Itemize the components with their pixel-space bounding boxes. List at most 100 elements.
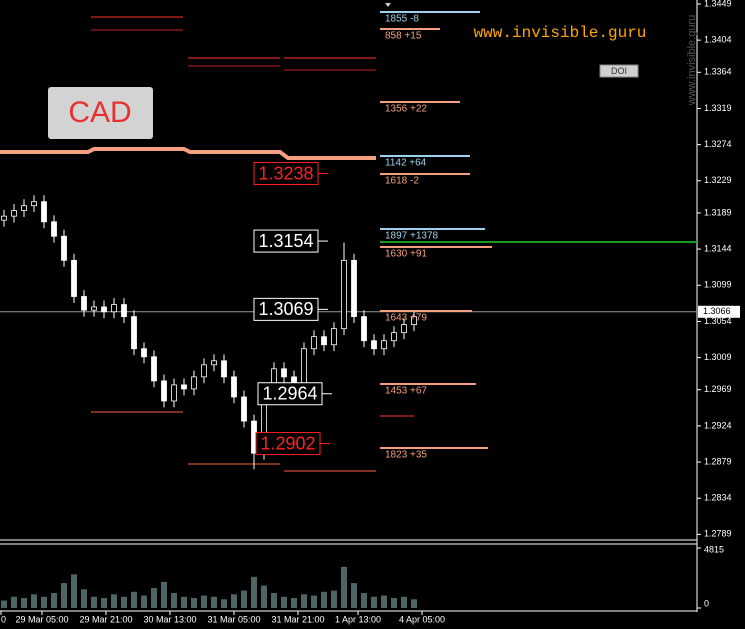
volume-bar [351, 583, 357, 608]
volume-bar [21, 598, 27, 608]
volume-bar [401, 596, 407, 608]
doi-button-label[interactable]: DOI [611, 66, 627, 76]
symbol-box [48, 87, 153, 139]
order-label: 858 +15 [385, 31, 422, 42]
candle-body [1, 215, 7, 221]
order-label: 1630 +91 [385, 249, 427, 260]
order-label: 1897 +1378 [385, 231, 439, 242]
order-label: 1643 +79 [385, 313, 427, 324]
y-tick-label: 1.3144 [704, 243, 732, 253]
volume-bar [261, 585, 267, 608]
volume-bar [11, 596, 17, 608]
x-tick-label: 4 Apr 05:00 [399, 614, 445, 624]
candle-body [151, 356, 157, 382]
candle-body [191, 376, 197, 390]
candle-body [81, 296, 87, 311]
volume-bar [1, 600, 7, 608]
watermark-vertical: www.invisible.guru [686, 15, 698, 106]
volume-bar [41, 596, 47, 608]
volume-bar [31, 594, 37, 608]
volume-bar [271, 593, 277, 608]
volume-bar [291, 598, 297, 608]
order-label: 1823 +35 [385, 450, 427, 461]
candle-body [381, 340, 387, 350]
y-tick-label: 1.3229 [704, 175, 732, 185]
volume-bar [371, 596, 377, 608]
trend-band [0, 147, 376, 160]
volume-bar [301, 594, 307, 608]
candle-body [241, 396, 247, 422]
candle-body [341, 259, 347, 330]
candle-body [401, 324, 407, 334]
volume-bar [361, 593, 367, 608]
x-tick-label: 0 [1, 614, 6, 624]
candle-body [281, 368, 287, 378]
candle-body [221, 360, 227, 378]
y-tick-label: 1.3364 [704, 67, 732, 77]
x-tick-label: 29 Mar 05:00 [15, 614, 68, 624]
candle-body [61, 235, 67, 261]
volume-bar [311, 595, 317, 608]
order-label: 1142 +64 [385, 158, 427, 169]
y-tick-label: 1.3274 [704, 139, 732, 149]
doi-button[interactable] [599, 64, 639, 78]
candle-body [231, 376, 237, 398]
volume-bar [181, 596, 187, 608]
volume-bar [191, 598, 197, 608]
candle-body [211, 360, 217, 366]
candle-body [121, 304, 127, 317]
order-label: 1855 -8 [385, 14, 419, 25]
y-tick-label: 1.3189 [704, 207, 732, 217]
volume-bar [91, 596, 97, 608]
candle-body [181, 384, 187, 390]
volume-bar [341, 566, 347, 608]
order-label: 1356 +22 [385, 104, 427, 115]
candle-body [21, 205, 27, 211]
candle-body [351, 259, 357, 317]
candle-body [131, 316, 137, 350]
volume-bar [171, 593, 177, 608]
candle-body [111, 304, 117, 313]
y-tick-label: 1.2879 [704, 456, 732, 466]
level-label: 1.3238 [258, 163, 313, 183]
x-tick-label: 31 Mar 05:00 [207, 614, 260, 624]
volume-bar [151, 588, 157, 608]
volume-bar [131, 591, 137, 608]
current-price-box [698, 305, 740, 318]
x-tick-label: 30 Mar 13:00 [143, 614, 196, 624]
y-tick-label: 1.3449 [704, 0, 732, 8]
volume-bar [81, 589, 87, 608]
candle-body [171, 384, 177, 402]
volume-bar [381, 595, 387, 608]
volume-bar [231, 594, 237, 608]
y-tick-label: 1.2834 [704, 493, 732, 503]
candle-body [411, 316, 417, 326]
candle-body [41, 201, 47, 223]
x-tick-label: 29 Mar 21:00 [79, 614, 132, 624]
candle-body [161, 380, 167, 402]
volume-tick-label: 0 [704, 598, 709, 608]
x-tick-label: 31 Mar 21:00 [271, 614, 324, 624]
level-label: 1.2964 [262, 383, 317, 403]
current-price-label: 1.3066 [703, 306, 731, 316]
candle-body [301, 348, 307, 386]
candle-body [51, 221, 57, 237]
volume-bar [211, 596, 217, 608]
volume-bar [51, 593, 57, 608]
candle-body [331, 328, 337, 346]
volume-bar [71, 574, 77, 608]
y-tick-label: 1.3404 [704, 35, 732, 45]
order-label: 1618 -2 [385, 176, 419, 187]
candle-body [11, 210, 17, 217]
x-tick-label: 1 Apr 13:00 [335, 614, 381, 624]
candle-body [391, 332, 397, 342]
symbol: CAD [68, 96, 131, 129]
volume-bar [281, 596, 287, 608]
candle-body [311, 336, 317, 350]
volume-bar [61, 583, 67, 608]
candle-body [201, 364, 207, 378]
y-tick-label: 1.3054 [704, 316, 732, 326]
volume-bar [141, 595, 147, 608]
